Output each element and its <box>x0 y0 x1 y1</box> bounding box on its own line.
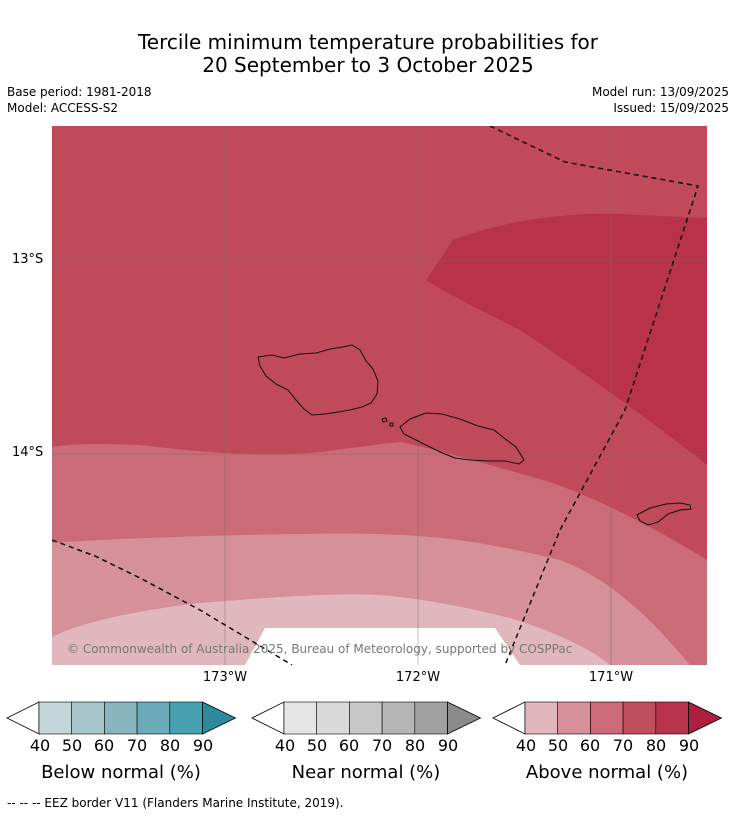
colorbar-over-triangle <box>202 701 237 735</box>
tick-label: 70 <box>612 736 634 755</box>
tick-label: 60 <box>93 736 115 755</box>
coastline <box>257 344 692 526</box>
colorbar-segment <box>381 701 416 735</box>
colorbar-over-triangle <box>447 701 482 735</box>
colorbar-near <box>251 701 482 735</box>
colorbar-segment <box>655 701 689 735</box>
island-tutuila <box>636 502 692 526</box>
colorbar-segment <box>169 701 203 735</box>
tick-label: 90 <box>437 736 459 755</box>
colorbar-segment <box>622 701 657 735</box>
colorbar-segment <box>38 701 73 735</box>
eez-border <box>52 126 699 665</box>
colorbar-title-below: Below normal (%) <box>41 762 201 783</box>
tick-label: 90 <box>678 736 700 755</box>
colorbar-segment <box>71 701 105 735</box>
title-line-1: Tercile minimum temperature probabilitie… <box>137 30 599 54</box>
island-savaii <box>257 344 379 416</box>
tick-label: 40 <box>274 736 296 755</box>
model-run: Model run: 13/09/2025 <box>591 85 729 99</box>
meta-left: Base period: 1981-2018 Model: ACCESS-S2 <box>7 84 152 116</box>
colorbar-segment <box>136 701 171 735</box>
meta-right: Model run: 13/09/2025 Issued: 15/09/2025 <box>592 84 729 116</box>
region-below-40 <box>245 628 520 665</box>
colorbar-segment <box>349 701 383 735</box>
island-small-1 <box>381 417 388 423</box>
chart-title: Tercile minimum temperature probabilitie… <box>0 31 736 77</box>
colorbar-segment <box>283 701 318 735</box>
colorbar-segment <box>316 701 350 735</box>
tick-label: 60 <box>579 736 601 755</box>
island-upolu <box>399 412 525 465</box>
tick-label: 80 <box>645 736 667 755</box>
base-period: Base period: 1981-2018 <box>7 85 152 99</box>
copyright-text: © Commonwealth of Australia 2025, Bureau… <box>67 642 573 656</box>
tick-label: 70 <box>371 736 393 755</box>
colorbar-segment <box>524 701 559 735</box>
tick-label: 50 <box>61 736 83 755</box>
region-80-90 <box>426 213 707 465</box>
tick-label: 90 <box>192 736 214 755</box>
colorbar-segment <box>590 701 624 735</box>
grid-lines <box>52 126 707 665</box>
tick-label: 50 <box>547 736 569 755</box>
colorbar-under-triangle <box>251 701 285 735</box>
tick-label: 60 <box>338 736 360 755</box>
colorbar-title-above: Above normal (%) <box>525 762 689 783</box>
tick-label: 40 <box>29 736 51 755</box>
colorbar-above <box>492 701 723 735</box>
lat-label-13s: 13°S <box>12 252 44 267</box>
issued-date: Issued: 15/09/2025 <box>613 101 729 115</box>
tick-label: 80 <box>159 736 181 755</box>
tick-label: 70 <box>126 736 148 755</box>
colorbar-segment <box>557 701 591 735</box>
colorbar-under-triangle <box>6 701 40 735</box>
model-name: Model: ACCESS-S2 <box>7 101 119 115</box>
island-small-2 <box>389 422 394 427</box>
lon-label-171w: 171°W <box>588 670 634 685</box>
lat-label-14s: 14°S <box>12 445 44 460</box>
colorbar-below <box>6 701 237 735</box>
colorbar-title-near: Near normal (%) <box>291 762 441 783</box>
colorbar-under-triangle <box>492 701 526 735</box>
eez-footnote: -- -- -- EEZ border V11 (Flanders Marine… <box>7 796 344 810</box>
tick-label: 50 <box>306 736 328 755</box>
lon-label-173w: 173°W <box>202 670 248 685</box>
colorbar-segment <box>104 701 138 735</box>
lon-label-172w: 172°W <box>395 670 441 685</box>
tick-label: 40 <box>515 736 537 755</box>
colorbar-segment <box>414 701 448 735</box>
tick-label: 80 <box>404 736 426 755</box>
colorbar-over-triangle <box>688 701 723 735</box>
title-line-2: 20 September to 3 October 2025 <box>202 53 534 77</box>
